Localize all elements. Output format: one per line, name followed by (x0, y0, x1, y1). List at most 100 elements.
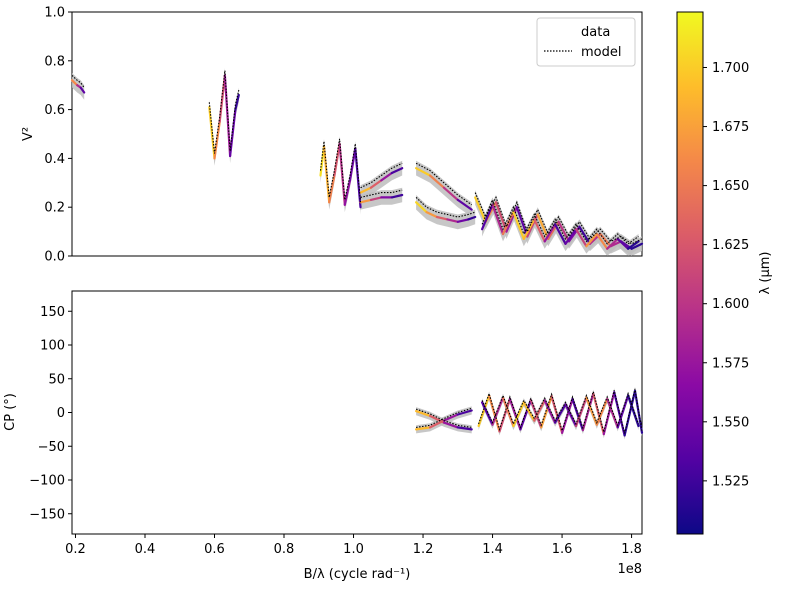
x-tick-label: 1.8 (621, 542, 642, 557)
v2-legend: data model (536, 17, 636, 67)
cp-data-segment (488, 394, 501, 433)
cp-y-tick-label: −50 (38, 440, 65, 455)
cp-data-segment (550, 395, 564, 434)
v2-data-segment (626, 240, 640, 250)
colorbar-gradient (676, 11, 704, 535)
cp-data-segment (581, 392, 595, 432)
colorbar-tick-label: 1.700 (712, 61, 749, 76)
cp-data-segment (606, 397, 619, 429)
v2-data-segment (333, 142, 341, 177)
v2-y-tick-label: 1.0 (44, 6, 65, 21)
colorbar-label: λ (μm) (758, 252, 773, 295)
cp-data-segment (522, 401, 536, 422)
cp-data-segment (560, 397, 574, 434)
v2-data-segment (585, 232, 598, 248)
v2-data-segment (547, 220, 560, 240)
v2-data-segment (229, 108, 237, 158)
v2-data-segment (369, 196, 383, 201)
v2-data-segment (348, 147, 357, 182)
v2-y-ticks: 0.0 0.2 0.4 0.6 0.8 1.0 (44, 6, 72, 265)
v2-data-segment (564, 228, 578, 245)
v2-data-segment (616, 237, 630, 250)
v2-model-line (481, 198, 639, 245)
v2-series-group (70, 68, 644, 256)
v2-data-segment (512, 211, 525, 240)
cp-model-line (415, 408, 472, 428)
v2-panel: 0.0 0.2 0.4 0.6 0.8 1.0 V² data model (21, 6, 644, 265)
cp-data-segment (491, 396, 505, 426)
cp-data-segment (415, 410, 432, 417)
cp-data-segment (415, 426, 432, 431)
v2-data-segment (505, 206, 519, 233)
v2-data-segment (567, 225, 581, 243)
v2-data-segment (428, 174, 445, 189)
v2-y-tick-label: 0.6 (44, 103, 65, 118)
v2-data-segment (213, 120, 221, 160)
v2-y-axis-label: V² (21, 127, 36, 141)
v2-model-line (360, 189, 403, 198)
legend-data-label: data (581, 25, 610, 40)
cp-data-segment (512, 401, 525, 428)
cp-data-segment (616, 394, 630, 429)
v2-data-segment (79, 86, 86, 94)
cp-model-line (478, 388, 643, 434)
v2-model-line (360, 162, 403, 189)
v2-data-segment (595, 232, 609, 250)
x-tick-label: 0.4 (135, 542, 156, 557)
cp-data-segment (571, 397, 585, 432)
v2-data-segment (536, 213, 550, 240)
cp-y-tick-label: 100 (40, 339, 65, 354)
v2-data-segment (553, 223, 567, 245)
cp-series-group (415, 386, 644, 440)
cp-data-segment (585, 396, 598, 426)
cp-data-segment (442, 413, 459, 422)
v2-y-tick-label: 0.4 (44, 152, 65, 167)
x-tick-label: 1.4 (482, 542, 503, 557)
v2-data-segment (415, 167, 432, 177)
cp-data-segment (456, 409, 473, 416)
cp-data-segment (564, 403, 578, 428)
cp-data-segment (529, 399, 543, 429)
v2-data-segment (630, 242, 644, 250)
x-tick-label: 1.0 (343, 542, 364, 557)
colorbar: 1.525 1.550 1.575 1.600 1.625 1.650 1.675 1.700… (676, 11, 773, 535)
cp-data-segment (508, 397, 522, 431)
x-tick-label: 0.6 (204, 542, 225, 557)
v2-data-segment (501, 211, 515, 236)
v2-data-segment (526, 213, 539, 238)
v2-data-segment (369, 179, 383, 189)
colorbar-tick-label: 1.525 (712, 474, 749, 489)
v2-data-segment (425, 211, 438, 219)
cp-y-tick-label: 50 (48, 372, 65, 387)
cp-y-axis-label: CP (°) (3, 393, 18, 431)
cp-model-line (481, 391, 640, 427)
cp-data-segment (540, 395, 553, 429)
x-tick-label: 0.8 (274, 542, 295, 557)
cp-data-segment (428, 419, 445, 429)
legend-model-label: model (581, 45, 621, 60)
v2-data-segment (328, 174, 336, 204)
v2-data-segment (442, 186, 459, 201)
cp-data-segment (477, 394, 491, 428)
v2-data-segment (606, 237, 619, 250)
v2-y-tick-label: 0.2 (44, 201, 65, 216)
cp-data-segment (481, 401, 494, 426)
v2-uncertainty-band (482, 197, 639, 256)
v2-data-segment (533, 218, 546, 243)
colorbar-tick-label: 1.650 (712, 179, 749, 194)
cp-data-segment (519, 399, 532, 431)
v2-model-line (71, 74, 85, 88)
cp-data-segment (501, 396, 515, 428)
v2-y-tick-label: 0.0 (44, 250, 65, 265)
v2-data-segment (343, 179, 352, 206)
v2-data-segment (390, 167, 404, 175)
v2-model-line (415, 196, 476, 218)
cp-data-segment (498, 397, 511, 433)
v2-data-segment (234, 93, 240, 111)
v2-model-line (415, 162, 473, 206)
cp-data-segment (533, 399, 546, 422)
v2-data-segment (359, 198, 372, 204)
cp-panel: −150 −100 −50 0 50 100 150 0.2 0.4 0.6 0.8 1.0 1.2 1… (3, 290, 644, 582)
v2-model-line (474, 192, 643, 245)
v2-data-segment (515, 206, 529, 238)
